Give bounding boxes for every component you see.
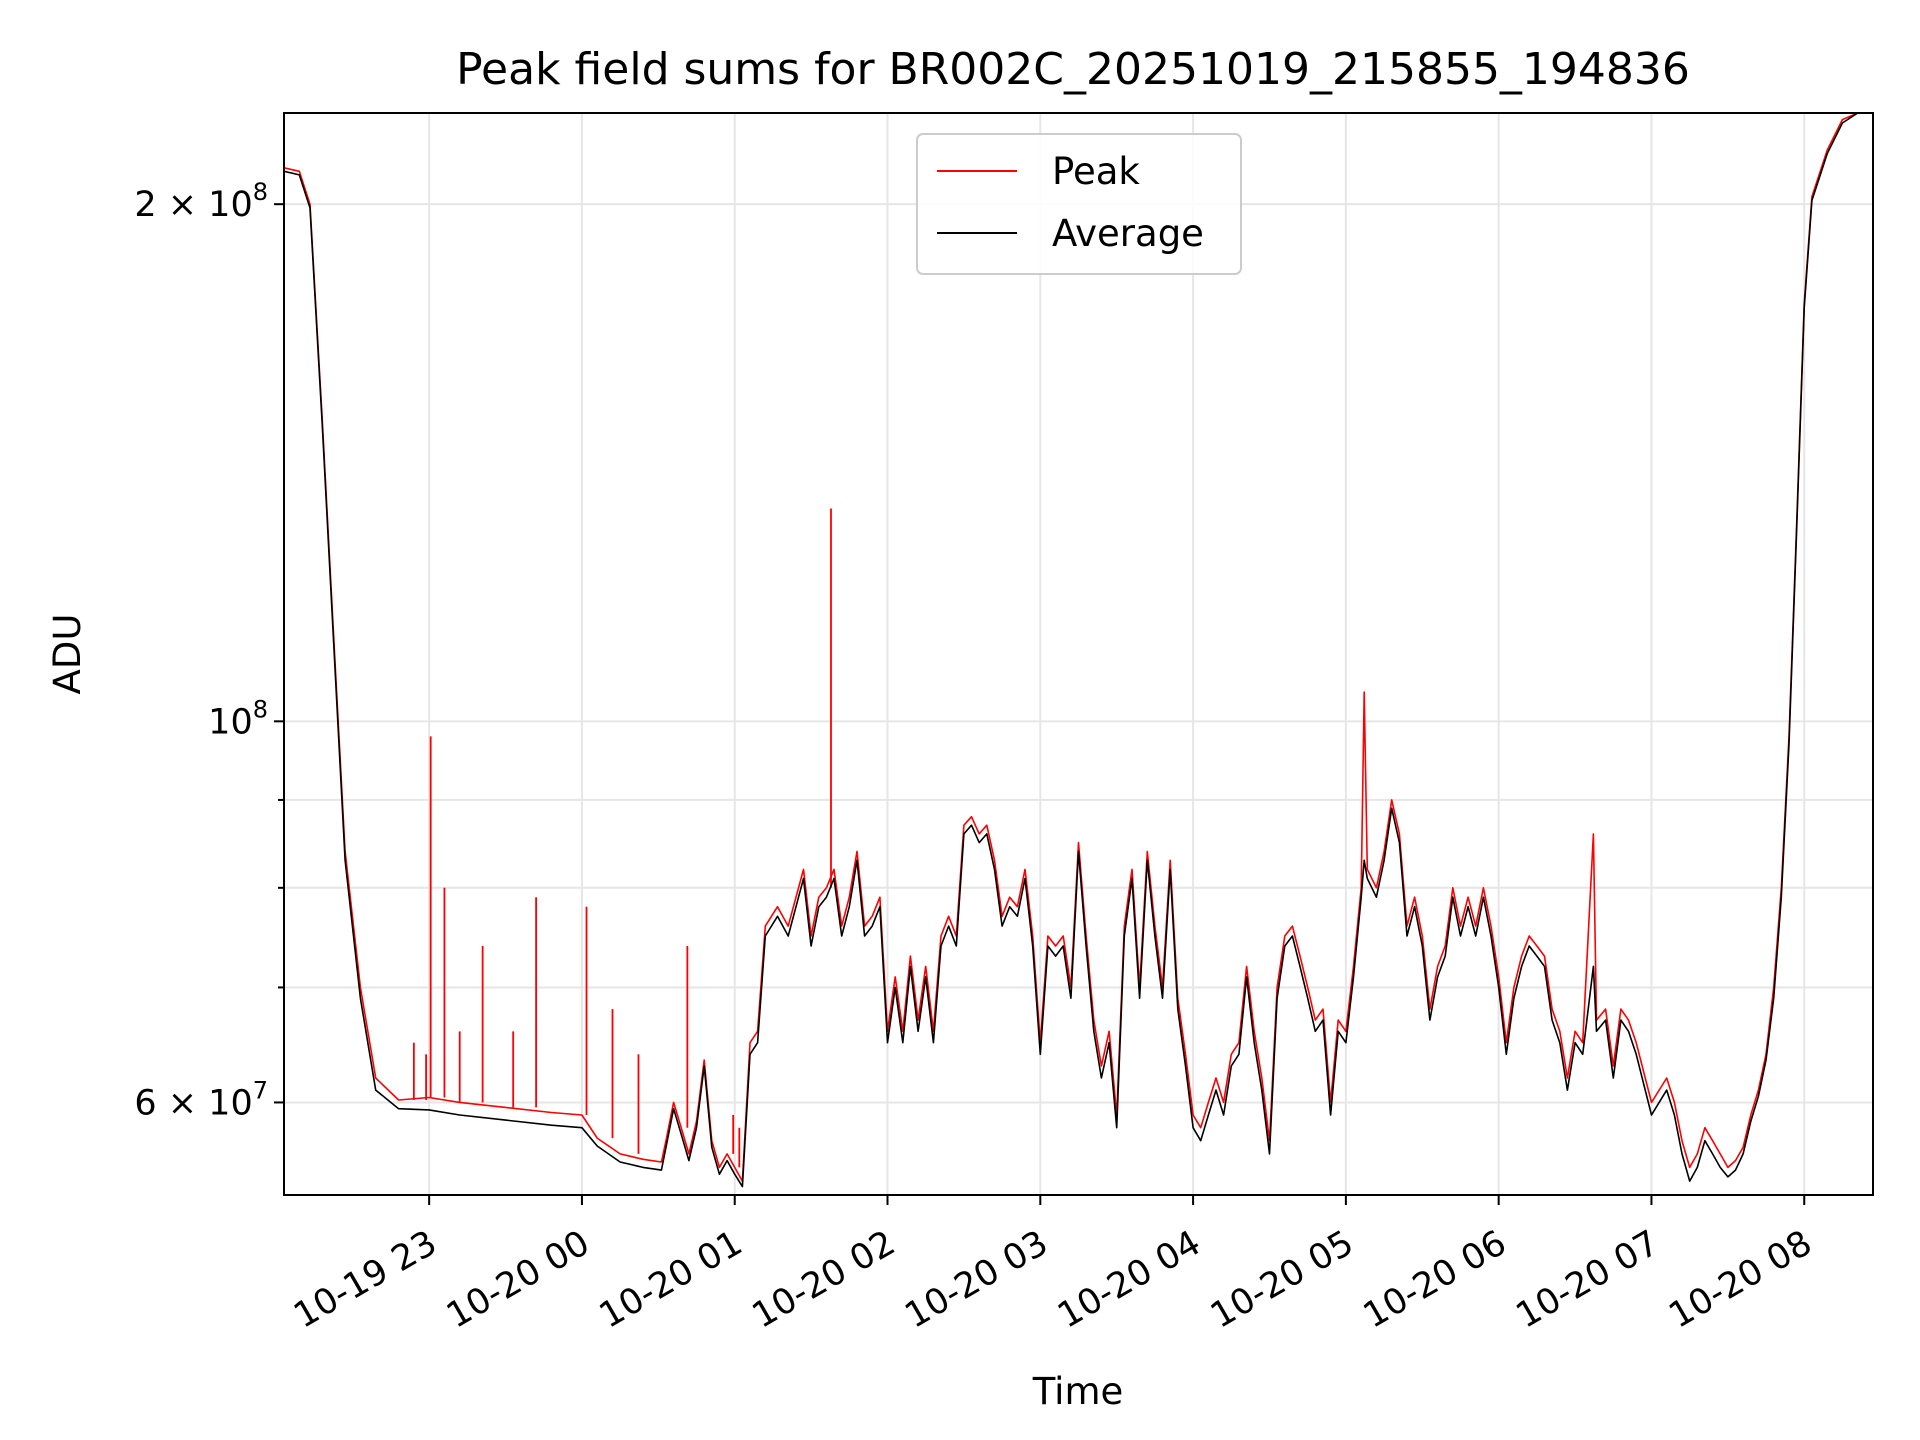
- legend-peak-label: Peak: [1052, 150, 1140, 193]
- series-average-line: [284, 113, 1859, 1188]
- y-tick-label: 108: [208, 695, 268, 742]
- legend-box: [916, 133, 1242, 275]
- y-tick-label: 6 × 107: [134, 1076, 268, 1123]
- tick-marks: [274, 203, 1806, 1205]
- y-tick-labels: 6 × 107 108 2 × 108: [134, 178, 268, 1123]
- x-axis-label: Time: [1032, 1370, 1124, 1413]
- grid: [284, 113, 1873, 1195]
- series-lines: [284, 113, 1859, 1188]
- plot-frame: [283, 112, 1874, 1196]
- legend-average-label: Average: [1052, 212, 1204, 255]
- plot-area: [284, 113, 1873, 1195]
- chart-title: Peak field sums for BR002C_20251019_2158…: [456, 44, 1690, 95]
- legend: Peak Average: [916, 133, 1242, 275]
- y-tick-label: 2 × 108: [134, 178, 268, 225]
- y-axis-label: ADU: [46, 614, 89, 695]
